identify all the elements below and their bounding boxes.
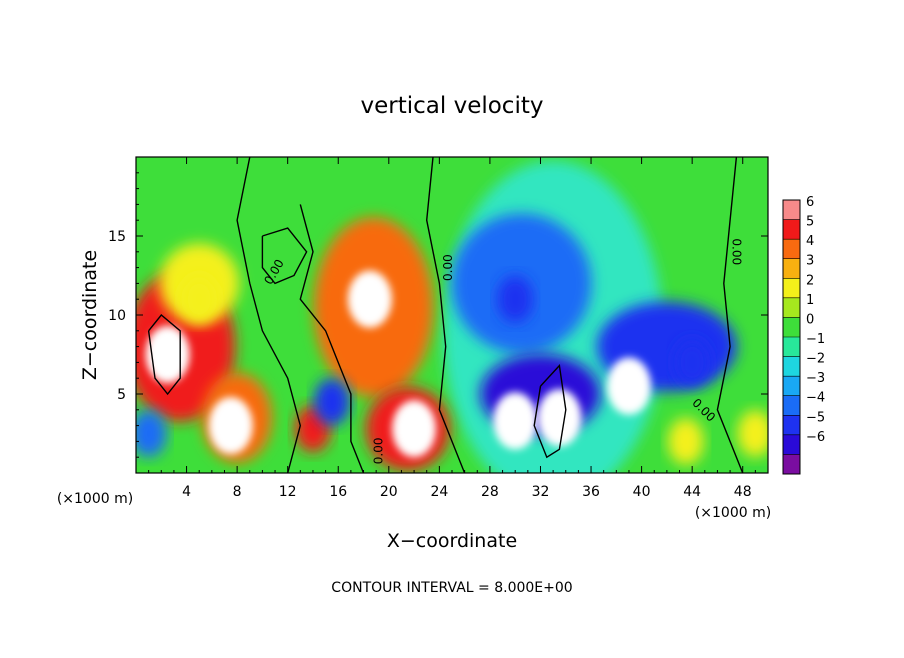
feature-downdraft-14: [136, 410, 167, 457]
feature-updraft-7: [181, 275, 218, 323]
y-tick-label: 10: [108, 308, 126, 324]
feature-downdraft-13: [313, 378, 350, 426]
colorbar-swatch: [783, 395, 800, 416]
contour-label-1: 0.00: [441, 254, 455, 281]
contour-line-0: [425, 157, 466, 473]
x-axis-label: X−coordinate: [387, 530, 517, 552]
colorbar-label: −3: [806, 371, 825, 386]
colorbar: 6 5 4 3 2 1 0 −1 −2 −3 −4 −5 −6: [782, 195, 825, 475]
x-tick-label: 40: [633, 484, 651, 500]
contour-line-2: [236, 157, 302, 473]
colorbar-swatch: [783, 278, 800, 299]
contour-label-2: 0.00: [730, 238, 744, 265]
colorbar-swatch: [783, 219, 800, 240]
x-units-right: (×1000 m): [695, 505, 771, 521]
colorbar-swatch: [783, 434, 800, 455]
colorbar-label: −5: [806, 410, 825, 425]
contour-line-1: [716, 157, 744, 473]
zero-contours: 0.00 0.000.000.000.00: [147, 157, 744, 473]
x-tick-label: 8: [233, 484, 242, 500]
colorbar-swatch: [783, 297, 800, 318]
colorbar-swatch: [783, 337, 800, 358]
contour-label-3: 0.00: [371, 438, 385, 465]
colorbar-label: 5: [806, 215, 814, 230]
contour-line-5: [533, 364, 567, 459]
colorbar-label: −1: [806, 332, 825, 347]
x-axis: 4 8 12 16 20 24 28 32 36 40 44 48: [148, 157, 756, 500]
feature-downdraft-8: [497, 275, 534, 323]
contour-interval-note: CONTOUR INTERVAL = 8.000E+00: [331, 580, 572, 596]
feature-updraft-4: [392, 400, 437, 458]
colorbar-label: 2: [806, 273, 814, 288]
colorbar-swatch: [783, 258, 800, 279]
x-tick-label: 44: [683, 484, 701, 500]
colorbar-swatch: [783, 239, 800, 260]
colorbar-label: −4: [806, 391, 825, 406]
feature-updraft-0: [145, 325, 190, 384]
chart-title: vertical velocity: [361, 93, 544, 119]
x-tick-label: 12: [279, 484, 297, 500]
colorbar-swatch: [783, 415, 800, 436]
x-tick-label: 36: [582, 484, 600, 500]
feature-downdraft-12: [674, 339, 711, 386]
x-units-left: (×1000 m): [57, 491, 133, 507]
colorbar-label: 0: [806, 312, 814, 327]
x-tick-label: 32: [532, 484, 550, 500]
contour-line-6: [147, 314, 181, 396]
colorbar-swatch: [783, 200, 800, 221]
feature-downdraft-10: [493, 392, 538, 450]
feature-downdraft-11: [606, 357, 651, 415]
colorbar-swatch: [783, 454, 800, 475]
velocity-field: [136, 157, 768, 473]
contour-line-4: [261, 227, 308, 285]
colorbar-swatch: [783, 317, 800, 338]
feature-downdraft-9: [537, 389, 582, 447]
x-tick-label: 20: [380, 484, 398, 500]
x-tick-label: 48: [734, 484, 752, 500]
colorbar-label: 4: [806, 234, 814, 249]
colorbar-label: −2: [806, 352, 825, 367]
x-tick-label: 28: [481, 484, 499, 500]
colorbar-swatch: [783, 376, 800, 397]
feature-updraft-5: [667, 418, 704, 465]
x-tick-label: 16: [329, 484, 347, 500]
feature-updraft-6: [737, 410, 768, 457]
y-axis-label: Z−coordinate: [79, 250, 101, 380]
x-tick-label: 24: [430, 484, 448, 500]
feature-updraft-3: [347, 270, 392, 328]
y-tick-label: 5: [117, 387, 126, 403]
feature-updraft-1: [208, 397, 253, 455]
y-tick-label: 15: [108, 229, 126, 245]
colorbar-label: 1: [806, 293, 814, 308]
colorbar-label: 6: [806, 195, 814, 210]
colorbar-swatch: [783, 356, 800, 377]
colorbar-label: 3: [806, 254, 814, 269]
x-tick-label: 4: [182, 484, 191, 500]
y-axis: 5 10 15: [108, 172, 768, 458]
colorbar-label: −6: [806, 430, 825, 445]
contour-line-3: [299, 204, 365, 473]
